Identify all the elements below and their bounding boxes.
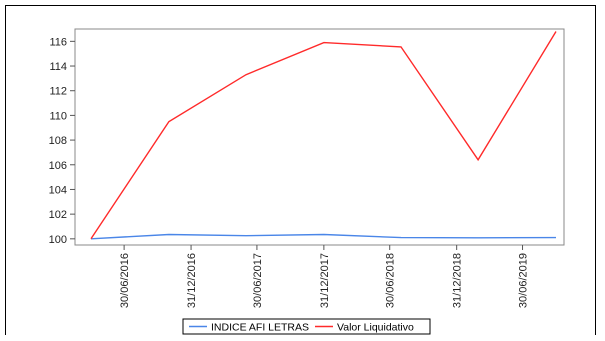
plot-area-border xyxy=(74,28,565,246)
y-tick-label: 104 xyxy=(49,184,67,196)
y-tick-label: 114 xyxy=(49,61,67,73)
x-tick-label: 30/06/2019 xyxy=(518,253,530,308)
y-tick-label: 106 xyxy=(49,160,67,172)
legend: INDICE AFI LETRAS Valor Liquidativo xyxy=(182,318,431,335)
series-lines xyxy=(90,31,557,240)
y-tick-label: 102 xyxy=(49,209,67,221)
x-tick-label: 31/12/2016 xyxy=(186,253,198,308)
y-tick-label: 116 xyxy=(49,36,67,48)
legend-label: Valor Liquidativo xyxy=(337,322,414,334)
y-tick-label: 108 xyxy=(49,135,67,147)
x-tick-label: 30/06/2017 xyxy=(252,253,264,308)
series-line-valor-liquidativo xyxy=(90,31,557,240)
x-tick-label: 30/06/2018 xyxy=(385,253,397,308)
y-tick-label: 100 xyxy=(49,234,67,246)
chart-frame xyxy=(5,5,596,335)
y-tick-label: 110 xyxy=(49,110,67,122)
y-tick-label: 112 xyxy=(49,86,67,98)
x-tick-label: 31/12/2017 xyxy=(319,253,331,308)
x-tick-label: 31/12/2018 xyxy=(452,253,464,308)
axes: 100 102 104 106 108 110 112 114 116 30/06/2016 31/… xyxy=(49,28,565,308)
x-tick-label: 30/06/2016 xyxy=(119,253,131,308)
legend-label: INDICE AFI LETRAS xyxy=(211,322,309,334)
legend-box xyxy=(182,318,431,335)
series-line-indice-afi-letras xyxy=(90,233,557,240)
